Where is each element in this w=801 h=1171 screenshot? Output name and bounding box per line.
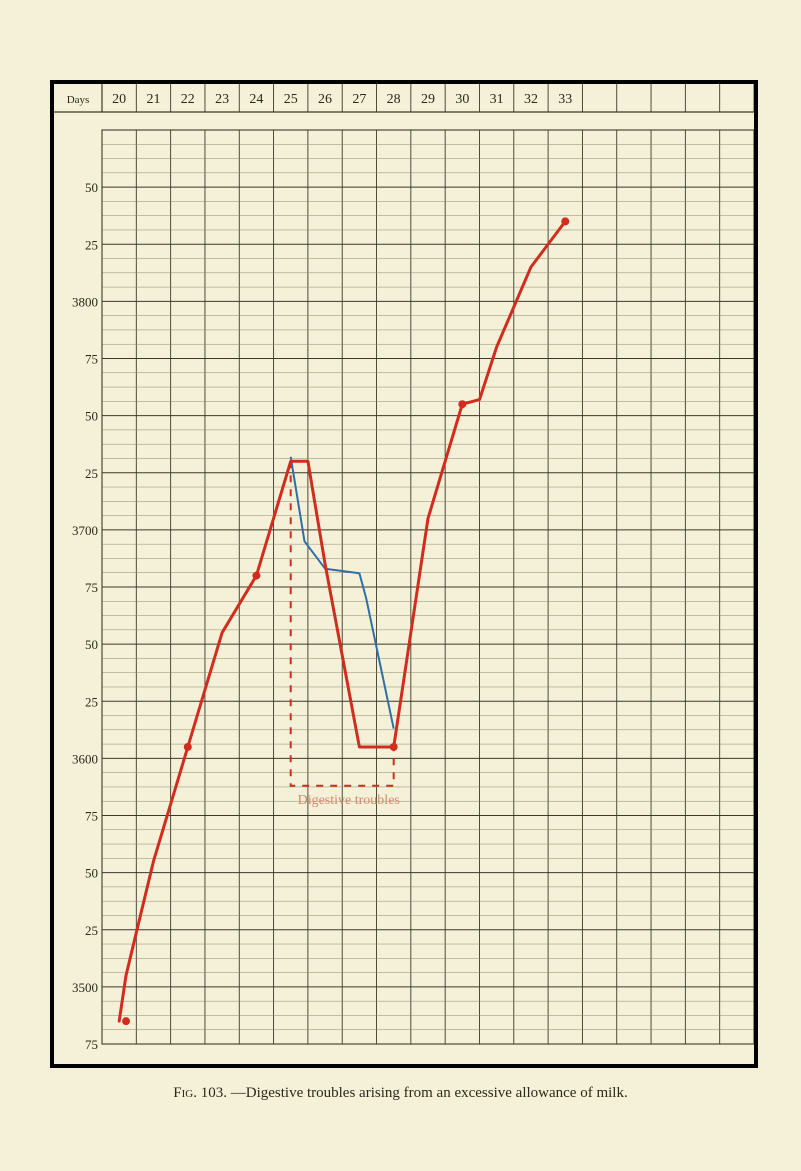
svg-text:50: 50 — [85, 180, 98, 195]
svg-text:25: 25 — [85, 694, 98, 709]
svg-text:24: 24 — [249, 92, 263, 107]
svg-text:28: 28 — [387, 92, 401, 107]
svg-text:23: 23 — [215, 92, 229, 107]
svg-text:25: 25 — [85, 923, 98, 938]
svg-text:33: 33 — [558, 92, 572, 107]
svg-text:32: 32 — [524, 92, 538, 107]
svg-text:75: 75 — [85, 809, 98, 824]
figure-caption: Fig. 103. —Digestive troubles arising fr… — [0, 1085, 801, 1102]
svg-text:75: 75 — [85, 1037, 98, 1052]
svg-text:21: 21 — [146, 92, 160, 107]
svg-text:50: 50 — [85, 866, 98, 881]
svg-text:50: 50 — [85, 637, 98, 652]
svg-text:27: 27 — [352, 92, 366, 107]
svg-text:30: 30 — [455, 92, 469, 107]
caption-text: —Digestive troubles arising from an exce… — [231, 1085, 628, 1101]
svg-text:3800: 3800 — [72, 294, 98, 309]
caption-label: Fig. 103. — [173, 1085, 227, 1101]
svg-text:3700: 3700 — [72, 523, 98, 538]
svg-text:22: 22 — [181, 92, 195, 107]
svg-text:3600: 3600 — [72, 751, 98, 766]
chart-frame: Days 20 21 22 23 24 25 26 27 28 29 30 31 32 33 50 25 3800… — [50, 80, 758, 1068]
svg-text:20: 20 — [112, 92, 126, 107]
svg-text:75: 75 — [85, 580, 98, 595]
svg-text:31: 31 — [490, 92, 504, 107]
svg-text:25: 25 — [284, 92, 298, 107]
svg-text:75: 75 — [85, 352, 98, 367]
svg-text:3500: 3500 — [72, 980, 98, 995]
chart-svg: Days 20 21 22 23 24 25 26 27 28 29 30 31 32 33 50 25 3800… — [54, 84, 754, 1064]
svg-text:Days: Days — [67, 94, 90, 106]
svg-text:29: 29 — [421, 92, 435, 107]
svg-text:50: 50 — [85, 409, 98, 424]
svg-text:25: 25 — [85, 466, 98, 481]
svg-text:Digestive troubles: Digestive troubles — [298, 793, 400, 808]
svg-text:26: 26 — [318, 92, 332, 107]
svg-text:25: 25 — [85, 237, 98, 252]
